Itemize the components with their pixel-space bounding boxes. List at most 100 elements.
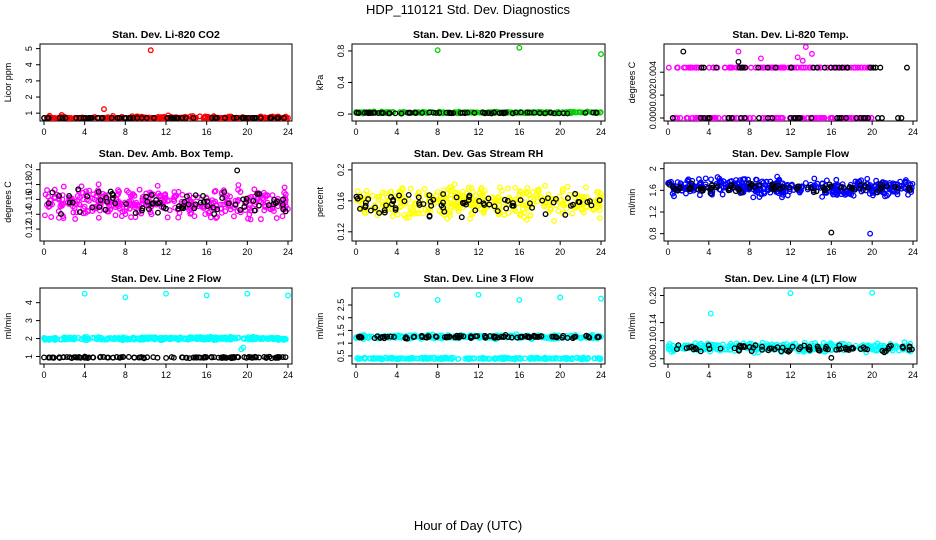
data-point [243,195,250,202]
data-point [259,336,266,342]
data-point [276,354,282,361]
data-point [576,199,583,206]
data-point [180,203,187,210]
data-point [274,198,281,205]
data-point [765,347,772,354]
data-point [392,205,399,212]
data-point [569,210,576,217]
data-point [547,205,554,211]
data-point [73,209,80,216]
data-point [83,196,90,203]
data-point [491,203,498,210]
data-point [542,182,549,189]
data-point [162,191,169,198]
data-point [399,186,406,193]
data-point [46,335,52,342]
data-point [517,197,524,204]
x-tick-label: 20 [555,370,565,380]
data-point [759,346,766,353]
data-point [248,354,255,361]
data-point [512,184,519,191]
data-point [398,110,405,117]
data-point [839,64,846,71]
data-point [89,195,96,202]
panel-title: Stan. Dev. Sample Flow [732,148,850,160]
data-point [692,345,699,351]
data-point [163,290,169,297]
data-point [182,115,189,121]
data-point [455,208,462,215]
y-tick-label: 1.6 [648,184,658,197]
data-point [280,206,287,212]
data-point [233,114,240,121]
data-point [577,355,584,362]
data-point [114,114,121,121]
series-1 [665,289,915,356]
data-point [877,64,884,71]
data-point [903,64,910,71]
data-point [245,335,252,342]
data-point [590,207,597,213]
data-point [741,115,748,121]
series-1 [44,47,291,121]
x-tick-label: 0 [41,127,46,137]
data-point [769,181,776,188]
data-point [446,109,453,116]
data-point [444,202,451,209]
y-tick-label: 0.16 [336,192,346,210]
data-point [212,187,219,194]
data-point [802,44,809,50]
data-point [465,184,472,191]
data-point [386,355,392,362]
data-point [138,115,145,121]
data-point [87,115,94,121]
data-point [376,210,383,216]
data-point [401,212,408,218]
data-point [261,354,268,360]
y-tick-label: 0.8 [648,227,658,240]
data-point [266,205,273,211]
y-tick-label: 1.5 [336,324,346,337]
data-point [204,203,211,210]
data-point [147,47,154,54]
data-point [183,354,190,361]
data-point [697,179,704,186]
data-point [388,201,395,208]
data-point [669,115,676,121]
data-point [521,209,528,216]
data-point [673,346,680,353]
data-point [365,335,372,341]
data-point [779,344,786,351]
y-tick-label: 0.5 [336,350,346,363]
data-point [705,342,712,349]
data-point [56,115,63,121]
data-point [517,189,524,196]
data-point [449,201,456,208]
data-point [823,343,830,350]
y-tick-label: 0.18 [24,176,34,194]
data-point [202,113,209,120]
y-tick-label: 0.2 [24,163,34,176]
data-point [97,194,104,201]
data-point [365,196,372,203]
data-point [486,201,493,208]
data-point [770,184,777,190]
data-point [456,202,463,209]
x-tick-label: 16 [514,370,524,380]
series-1 [665,44,875,121]
data-point [823,177,830,184]
x-tick-label: 24 [596,127,606,137]
y-axis-label: ml/min [627,189,637,216]
y-axis-label: ml/min [3,313,13,340]
data-point [842,191,849,198]
panel-2: Stan. Dev. Li-820 Pressure kPa 0 4 8 12 16 20 24… [315,29,606,137]
data-point [753,176,759,183]
data-point [725,115,732,121]
data-point [391,334,397,340]
x-tick-label: 0 [41,370,46,380]
data-point [594,203,601,210]
data-point [212,115,219,121]
data-point [459,199,466,206]
data-point [849,184,855,191]
y-tick-label: 0.12 [24,220,34,238]
